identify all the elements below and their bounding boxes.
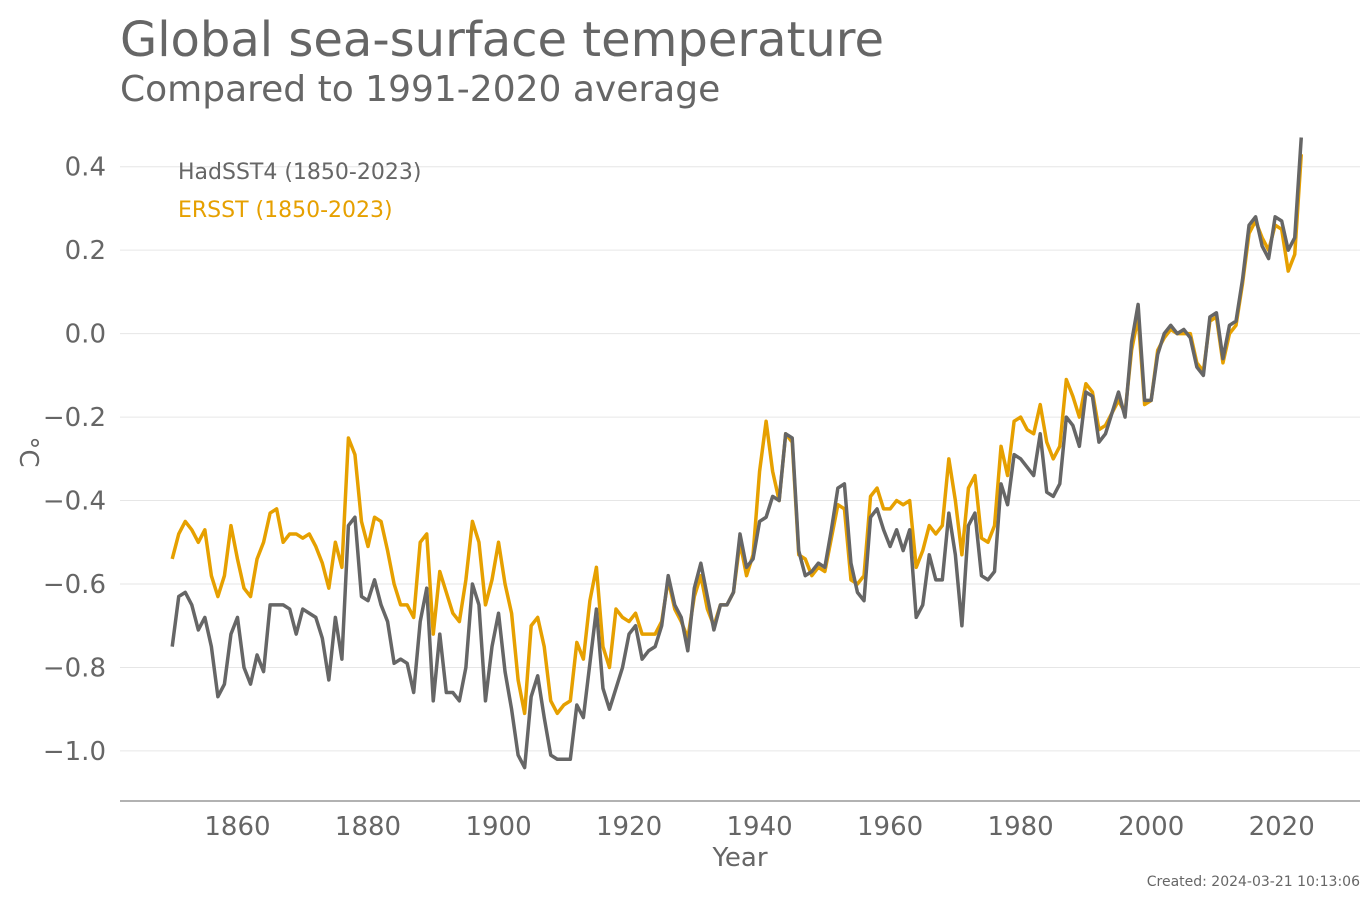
y-tick-label: 0.4 xyxy=(65,153,106,183)
legend-entry-ersst: ERSST (1850-2023) xyxy=(178,198,393,223)
x-tick-label: 1860 xyxy=(204,812,270,842)
y-axis-title: °C xyxy=(13,436,43,467)
x-tick-label: 1920 xyxy=(596,812,662,842)
y-tick-label: −0.8 xyxy=(43,653,106,683)
x-tick-label: 1960 xyxy=(857,812,923,842)
created-timestamp: Created: 2024-03-21 10:13:06 xyxy=(1146,874,1360,890)
chart-title: Global sea-surface temperature xyxy=(120,12,885,68)
y-tick-label: 0.2 xyxy=(65,236,106,266)
y-tick-label: −1.0 xyxy=(43,737,106,767)
y-tick-label: −0.2 xyxy=(43,403,106,433)
x-tick-label: 1880 xyxy=(335,812,401,842)
x-tick-label: 1940 xyxy=(726,812,792,842)
series-line-ersst xyxy=(170,154,1304,716)
legend: HadSST4 (1850-2023) ERSST (1850-2023) xyxy=(178,160,421,223)
series-line-hadsst4 xyxy=(170,137,1304,770)
series-lines xyxy=(170,137,1304,770)
y-tick-label: −0.6 xyxy=(43,570,106,600)
chart-subtitle: Compared to 1991-2020 average xyxy=(120,69,721,110)
x-tick-label: 1980 xyxy=(988,812,1054,842)
x-axis-title: Year xyxy=(711,843,767,873)
grid-lines xyxy=(120,166,1360,752)
x-tick-label: 1900 xyxy=(465,812,531,842)
x-tick-label: 2020 xyxy=(1249,812,1315,842)
x-tick-label: 2000 xyxy=(1118,812,1184,842)
x-tick-labels: 1860 1880 1900 1920 1940 1960 1980 2000 2020 xyxy=(204,812,1314,842)
y-tick-labels: 0.4 0.2 0.0 −0.2 −0.4 −0.6 −0.8 −1.0 xyxy=(43,153,106,767)
y-tick-label: 0.0 xyxy=(65,320,106,350)
y-tick-label: −0.4 xyxy=(43,487,106,517)
legend-entry-hadsst4: HadSST4 (1850-2023) xyxy=(178,160,421,185)
